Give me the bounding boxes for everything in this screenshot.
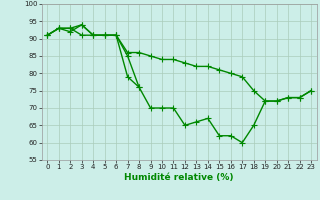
X-axis label: Humidité relative (%): Humidité relative (%) [124,173,234,182]
